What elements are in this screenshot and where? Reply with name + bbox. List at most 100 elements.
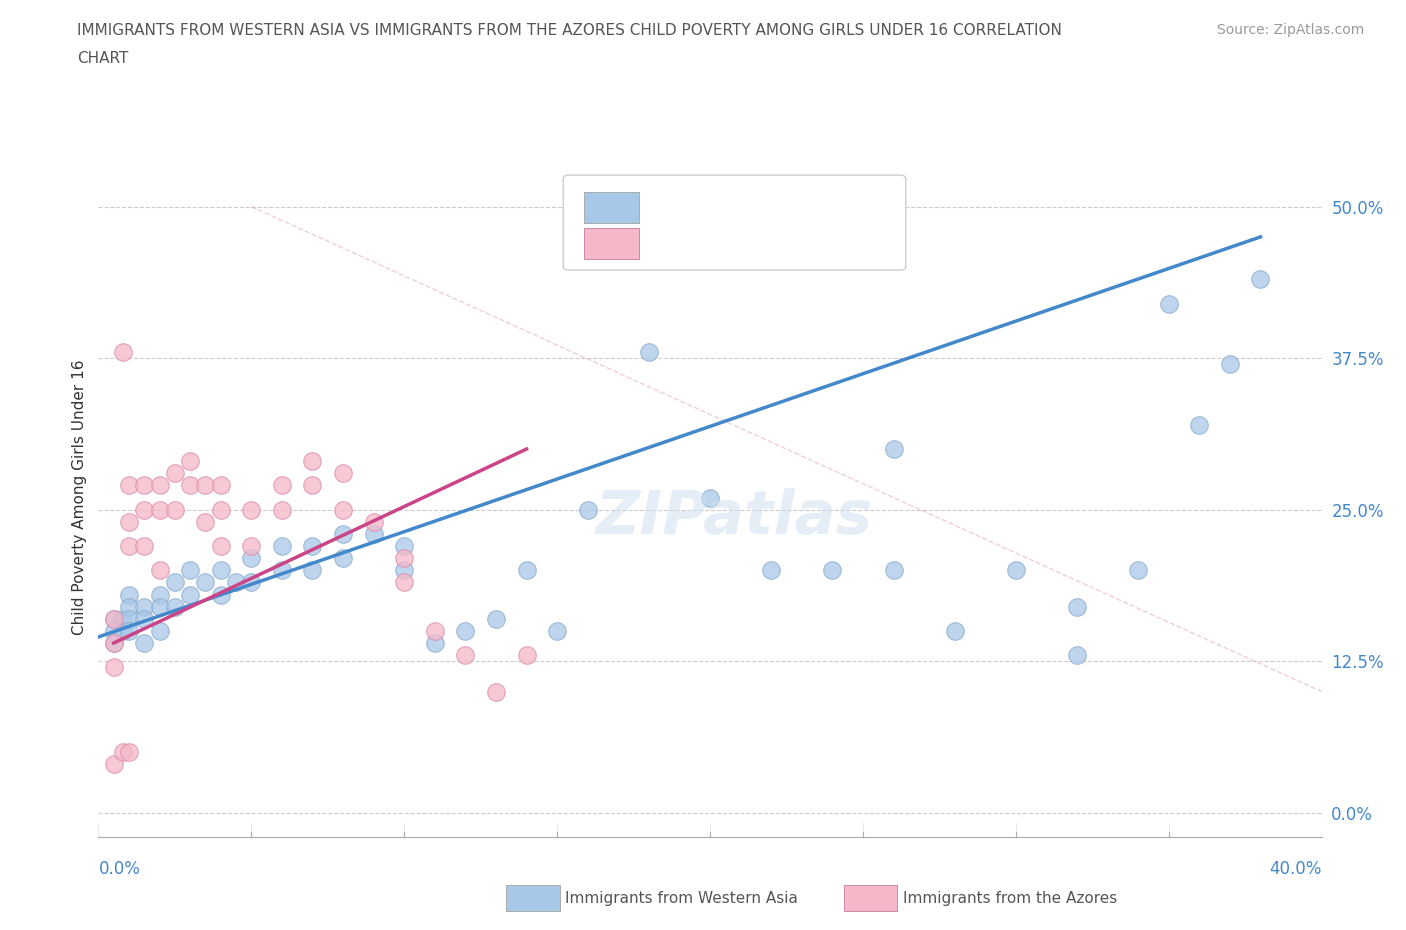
Point (179, 563, 201, 578)
Point (301, 454, 323, 469)
Point (363, 514, 385, 529)
Point (759, 563, 782, 578)
Point (270, 563, 292, 578)
Point (209, 502, 232, 517)
Point (149, 502, 172, 517)
Point (111, 623, 134, 638)
Point (163, 599, 186, 614)
Point (699, 490, 721, 505)
Point (103, 660, 125, 675)
Text: Immigrants from the Azores: Immigrants from the Azores (903, 891, 1116, 906)
Point (134, 635, 156, 650)
Point (149, 563, 172, 578)
Point (118, 538, 141, 553)
Bar (583, 228, 640, 259)
Point (1128, 563, 1150, 578)
Point (118, 599, 141, 614)
Point (943, 623, 966, 638)
Text: IMMIGRANTS FROM WESTERN ASIA VS IMMIGRANTS FROM THE AZORES CHILD POVERTY AMONG G: IMMIGRANTS FROM WESTERN ASIA VS IMMIGRAN… (77, 23, 1062, 38)
Point (332, 551, 354, 565)
Text: R = 0.626   N = 55: R = 0.626 N = 55 (648, 198, 834, 216)
Point (301, 478, 323, 493)
Text: CHART: CHART (77, 51, 129, 66)
Point (240, 538, 263, 553)
Point (883, 442, 905, 457)
Point (821, 563, 844, 578)
Point (163, 466, 186, 481)
Point (149, 599, 172, 614)
Point (134, 478, 156, 493)
Text: ZIPatlas: ZIPatlas (596, 488, 873, 548)
Point (194, 478, 217, 493)
Point (194, 514, 217, 529)
Point (454, 647, 477, 662)
Text: 0.0%: 0.0% (98, 860, 141, 878)
Point (179, 587, 201, 602)
Point (301, 563, 323, 578)
Point (454, 623, 477, 638)
Point (392, 575, 416, 590)
Point (1066, 599, 1088, 614)
Point (332, 502, 354, 517)
Point (240, 502, 263, 517)
Point (103, 611, 125, 626)
Text: Source: ZipAtlas.com: Source: ZipAtlas.com (1216, 23, 1364, 37)
Point (1188, 418, 1211, 432)
Text: R = 0.509   N = 40: R = 0.509 N = 40 (648, 234, 834, 252)
Point (270, 478, 292, 493)
Point (883, 563, 905, 578)
Point (392, 538, 416, 553)
Point (332, 466, 354, 481)
Point (225, 575, 247, 590)
Point (163, 575, 186, 590)
Bar (583, 193, 640, 222)
Point (392, 551, 416, 565)
Point (270, 538, 292, 553)
Point (134, 538, 156, 553)
Point (209, 563, 232, 578)
Point (149, 478, 172, 493)
Point (516, 647, 538, 662)
Point (163, 502, 186, 517)
Point (103, 623, 125, 638)
Point (103, 757, 125, 772)
Point (240, 551, 263, 565)
Point (118, 514, 141, 529)
Point (179, 454, 201, 469)
Point (111, 345, 134, 360)
Text: Immigrants from Western Asia: Immigrants from Western Asia (565, 891, 799, 906)
Point (1219, 357, 1241, 372)
Y-axis label: Child Poverty Among Girls Under 16: Child Poverty Among Girls Under 16 (72, 360, 87, 635)
Point (118, 478, 141, 493)
Point (103, 635, 125, 650)
Point (1157, 296, 1180, 311)
Point (103, 635, 125, 650)
Text: 40.0%: 40.0% (1270, 860, 1322, 878)
Point (485, 611, 508, 626)
Point (270, 502, 292, 517)
Point (111, 611, 134, 626)
Point (485, 684, 508, 699)
Point (516, 563, 538, 578)
Point (1066, 647, 1088, 662)
Point (209, 478, 232, 493)
Point (149, 623, 172, 638)
Point (179, 478, 201, 493)
Point (209, 538, 232, 553)
Point (576, 502, 599, 517)
Point (637, 345, 661, 360)
Point (240, 575, 263, 590)
Point (118, 611, 141, 626)
Point (134, 502, 156, 517)
Point (134, 611, 156, 626)
Point (1249, 272, 1271, 286)
Point (1004, 563, 1026, 578)
Point (209, 587, 232, 602)
Point (332, 526, 354, 541)
Point (363, 526, 385, 541)
Point (423, 635, 446, 650)
Point (392, 563, 416, 578)
Point (423, 623, 446, 638)
FancyBboxPatch shape (564, 175, 905, 270)
Point (118, 587, 141, 602)
